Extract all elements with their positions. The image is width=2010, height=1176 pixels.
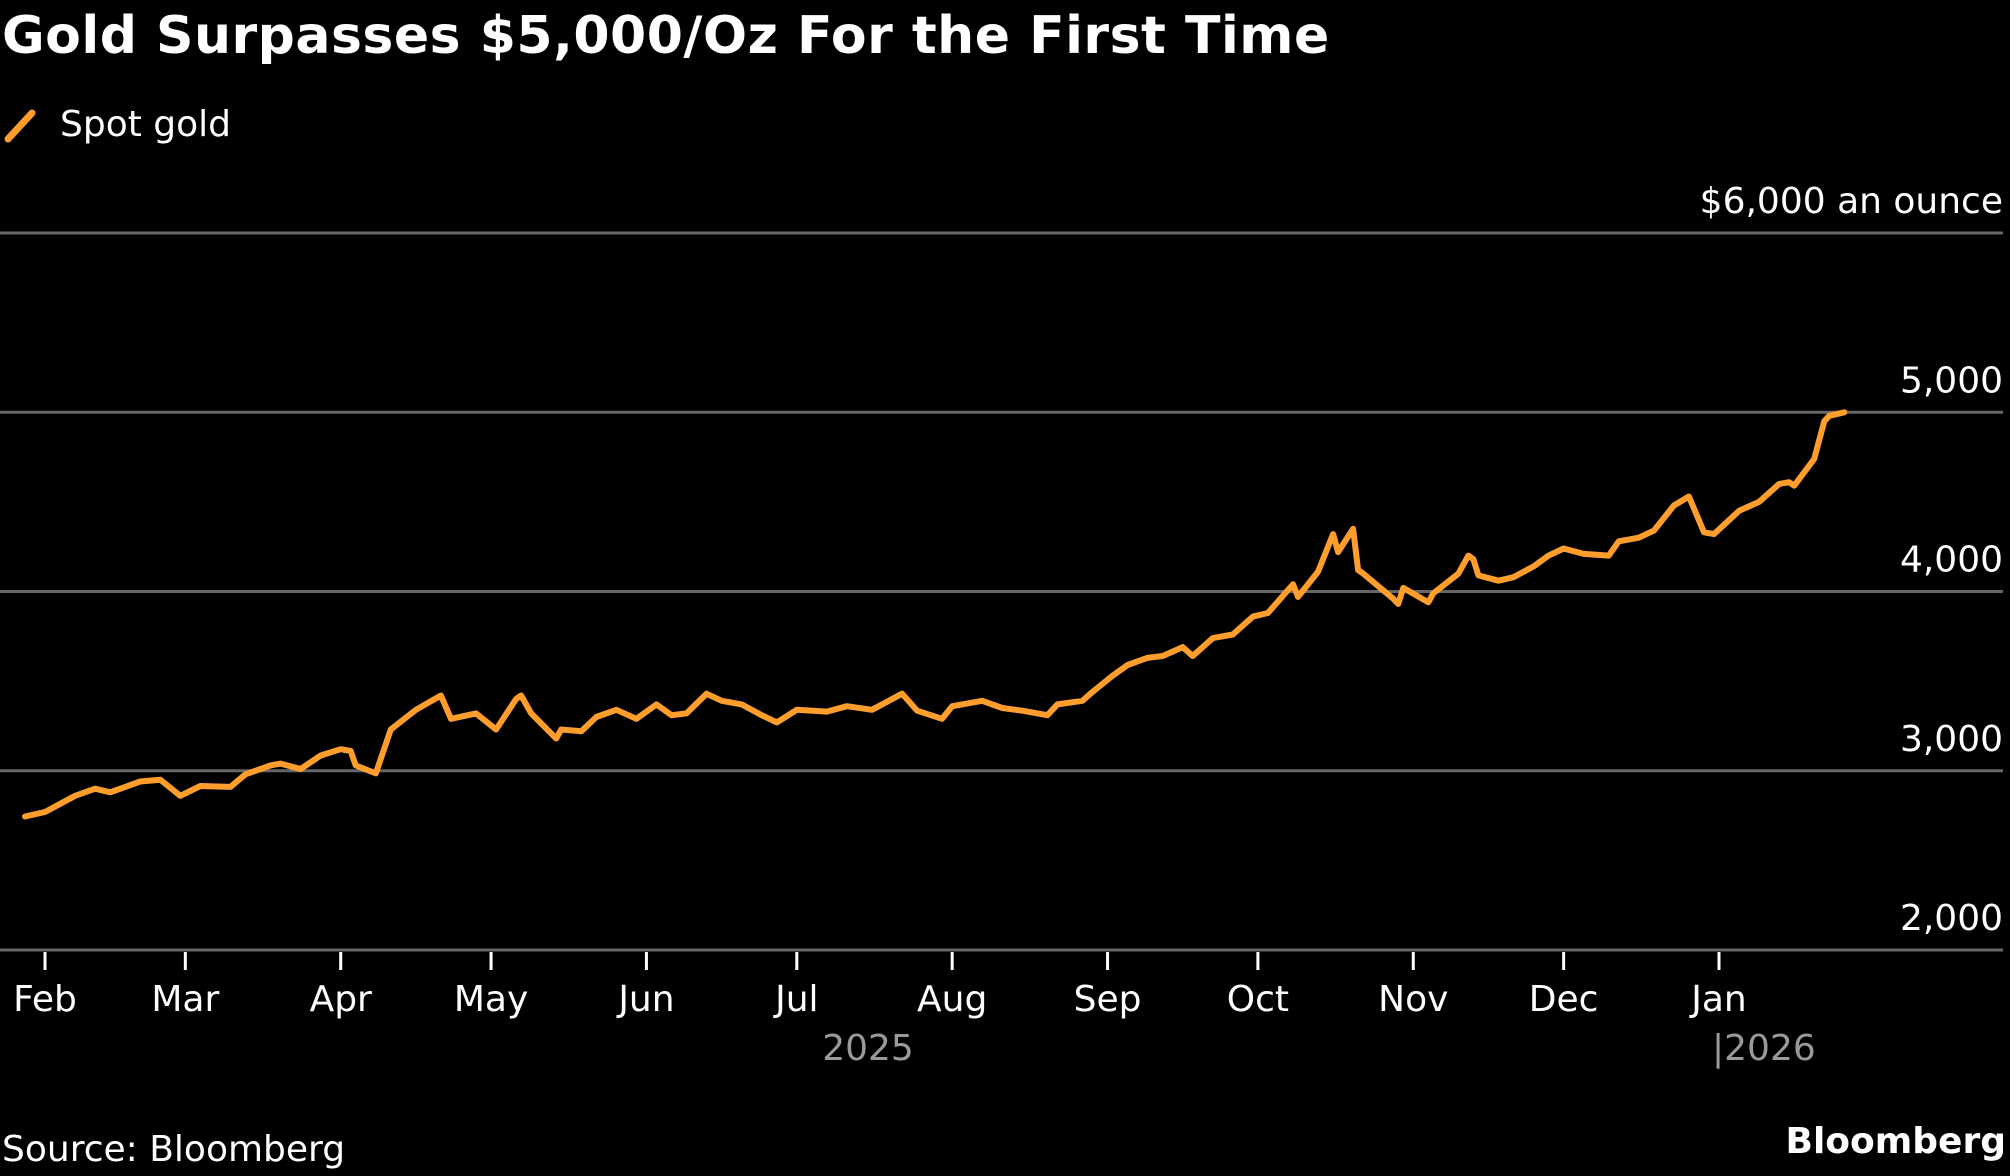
x-tick-label: Mar xyxy=(151,979,219,1020)
y-tick-label: 4,000 xyxy=(1900,540,2003,581)
x-tick-label: Aug xyxy=(917,979,987,1020)
x-tick-label: Jul xyxy=(773,979,818,1020)
legend: Spot gold xyxy=(4,104,231,145)
year-label-2026: |2026 xyxy=(1712,1028,1816,1069)
source-note: Source: Bloomberg xyxy=(2,1129,346,1170)
y-tick-label: 2,000 xyxy=(1900,898,2003,939)
x-tick-label: Feb xyxy=(13,979,77,1020)
x-tick-label: Nov xyxy=(1378,979,1448,1020)
x-tick-label: Oct xyxy=(1227,979,1289,1020)
brand-logo: Bloomberg xyxy=(1785,1121,2006,1162)
x-tick-label: Jan xyxy=(1689,979,1747,1020)
legend-swatch-icon xyxy=(4,109,36,142)
series-line-spot-gold xyxy=(22,409,1848,820)
legend-label: Spot gold xyxy=(60,104,232,145)
x-tick-label: May xyxy=(454,979,528,1020)
y-tick-label: 5,000 xyxy=(1900,360,2003,401)
y-tick-label: 3,000 xyxy=(1900,719,2003,760)
x-tick-label: Dec xyxy=(1529,979,1599,1020)
x-tick-label: Jun xyxy=(616,979,674,1020)
x-tick-label: Sep xyxy=(1074,979,1142,1020)
x-tick-label: Apr xyxy=(310,979,372,1020)
chart-title: Gold Surpasses $5,000/Oz For the First T… xyxy=(2,6,1330,66)
year-label-2025: 2025 xyxy=(822,1028,914,1069)
y-tick-label: $6,000 an ounce xyxy=(1700,181,2003,222)
